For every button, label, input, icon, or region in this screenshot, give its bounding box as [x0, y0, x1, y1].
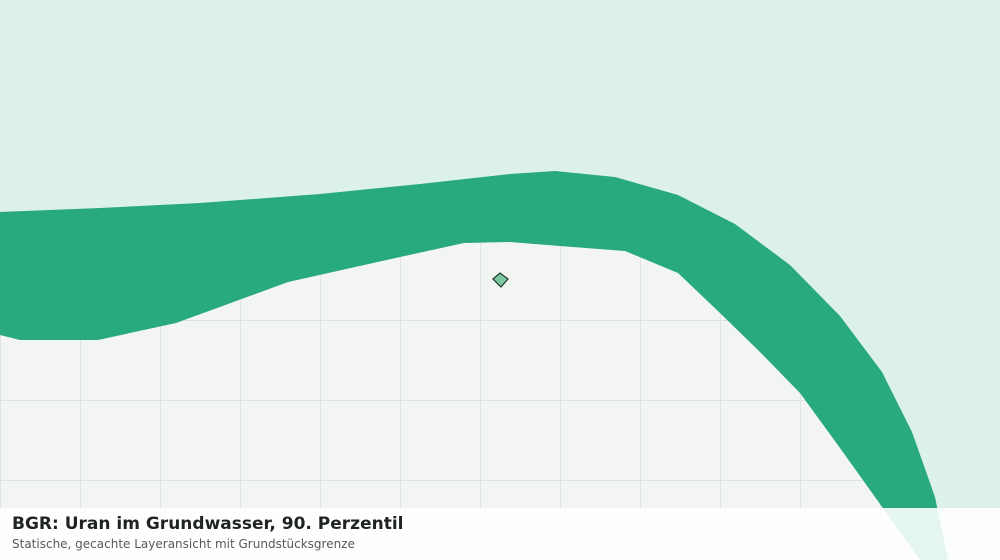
parcel-boundary [492, 272, 509, 288]
caption-panel [0, 508, 1000, 560]
map-title: BGR: Uran im Grundwasser, 90. Perzentil [12, 514, 404, 534]
value-band [0, 171, 948, 560]
map-subtitle: Statische, gecachte Layeransicht mit Gru… [12, 537, 355, 551]
